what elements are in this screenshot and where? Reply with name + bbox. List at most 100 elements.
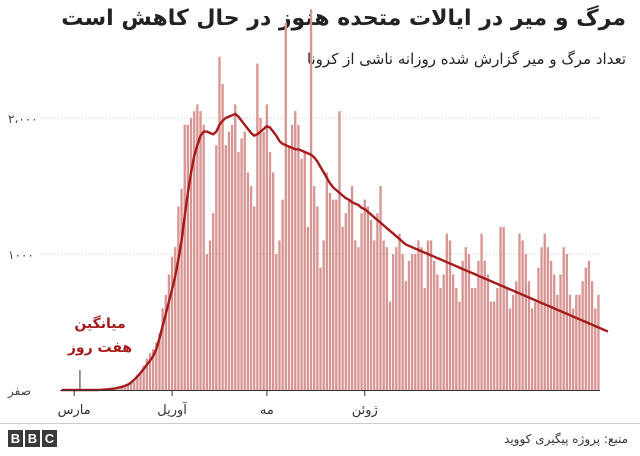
daily-bar — [534, 301, 537, 390]
daily-bar — [518, 233, 521, 390]
daily-bar — [502, 226, 505, 390]
daily-bar — [524, 254, 527, 390]
daily-bar — [559, 274, 562, 390]
daily-bar — [391, 254, 395, 390]
daily-bar — [155, 342, 158, 390]
x-tick-label: آوریل — [157, 401, 188, 418]
daily-bar — [451, 274, 455, 390]
daily-bar — [290, 124, 294, 391]
daily-bar — [117, 387, 120, 390]
daily-bar — [470, 288, 474, 390]
daily-bar — [161, 308, 164, 390]
daily-bar — [477, 260, 480, 390]
daily-bar — [448, 240, 452, 390]
daily-bar — [271, 172, 275, 390]
daily-bar — [240, 138, 243, 390]
daily-bar — [230, 124, 234, 391]
daily-bar — [259, 118, 262, 390]
daily-bar — [338, 111, 341, 390]
daily-bar — [584, 267, 587, 390]
daily-bar — [489, 301, 493, 390]
daily-bar — [379, 186, 382, 390]
daily-bar — [133, 381, 136, 390]
daily-bar — [243, 131, 246, 390]
y-tick-label: صفر — [7, 384, 31, 399]
chart-title: مرگ و میر در ایالات متحده هنوز در حال کا… — [61, 6, 626, 31]
daily-bar — [319, 267, 322, 390]
daily-bar — [369, 220, 373, 390]
daily-bar — [496, 288, 499, 390]
daily-bar — [398, 233, 401, 390]
daily-bar — [505, 288, 509, 390]
daily-bar — [158, 332, 161, 390]
daily-bar — [170, 256, 174, 390]
gridlines — [40, 117, 600, 255]
daily-bar — [294, 111, 297, 390]
daily-bar — [325, 172, 329, 390]
daily-bar — [439, 288, 442, 390]
daily-bar — [515, 281, 518, 390]
daily-bar — [145, 358, 149, 390]
daily-bar — [360, 213, 363, 390]
daily-bar — [474, 288, 477, 390]
daily-bar — [335, 199, 338, 390]
daily-bar — [540, 247, 543, 390]
daily-bar — [581, 281, 584, 390]
bbc-logo-letter: B — [8, 430, 23, 447]
daily-bar — [546, 247, 550, 390]
daily-bar — [126, 384, 130, 390]
daily-bar — [142, 365, 145, 390]
daily-bar — [527, 281, 531, 390]
daily-bar — [180, 188, 183, 390]
daily-bar — [224, 145, 227, 390]
bbc-logo-letter: B — [25, 430, 40, 447]
daily-bar — [530, 308, 534, 390]
daily-bar — [594, 308, 597, 390]
daily-bar — [571, 308, 575, 390]
daily-bar — [123, 386, 126, 390]
daily-bar — [373, 240, 376, 390]
daily-bar — [218, 56, 221, 391]
daily-bar — [511, 294, 515, 390]
daily-bar — [483, 260, 486, 390]
chart-subtitle: تعداد مرگ و میر گزارش شده روزانه ناشی از… — [306, 50, 626, 68]
daily-bar — [426, 240, 430, 390]
daily-bar — [499, 226, 502, 390]
daily-bar — [344, 213, 347, 390]
daily-bar — [423, 288, 426, 390]
daily-bar — [309, 9, 313, 390]
seven-day-average-line — [61, 112, 609, 392]
daily-bar — [139, 372, 142, 390]
footer-divider — [0, 423, 640, 424]
daily-bar — [303, 152, 306, 390]
daily-bar — [227, 131, 231, 390]
daily-bar — [445, 233, 449, 390]
daily-bar — [316, 206, 319, 390]
daily-bar — [211, 213, 215, 390]
daily-bar — [508, 308, 512, 390]
y-axis: صفر ۱۰۰۰ ۲،۰۰۰ — [7, 112, 38, 399]
bbc-logo: B B C — [8, 430, 57, 447]
daily-bar — [382, 240, 385, 390]
daily-bar — [442, 274, 445, 390]
daily-bar — [265, 104, 269, 391]
daily-bar — [395, 247, 398, 390]
daily-bars — [104, 9, 600, 391]
daily-bar — [287, 145, 291, 390]
daily-bar — [284, 22, 287, 391]
daily-bar — [148, 353, 152, 390]
daily-bar — [565, 254, 569, 390]
daily-bar — [417, 240, 420, 390]
daily-bar — [136, 375, 139, 390]
x-tick-label: مه — [260, 403, 274, 418]
daily-bar — [357, 247, 360, 390]
daily-bar — [467, 254, 471, 390]
daily-bar — [556, 294, 559, 390]
daily-bar — [420, 247, 423, 390]
daily-bar — [120, 387, 123, 390]
daily-bar — [578, 294, 581, 390]
daily-bar — [521, 240, 524, 390]
daily-bar — [322, 240, 325, 390]
average-annotation: میانگین هفت روز — [67, 315, 132, 390]
daily-bar — [262, 131, 265, 390]
